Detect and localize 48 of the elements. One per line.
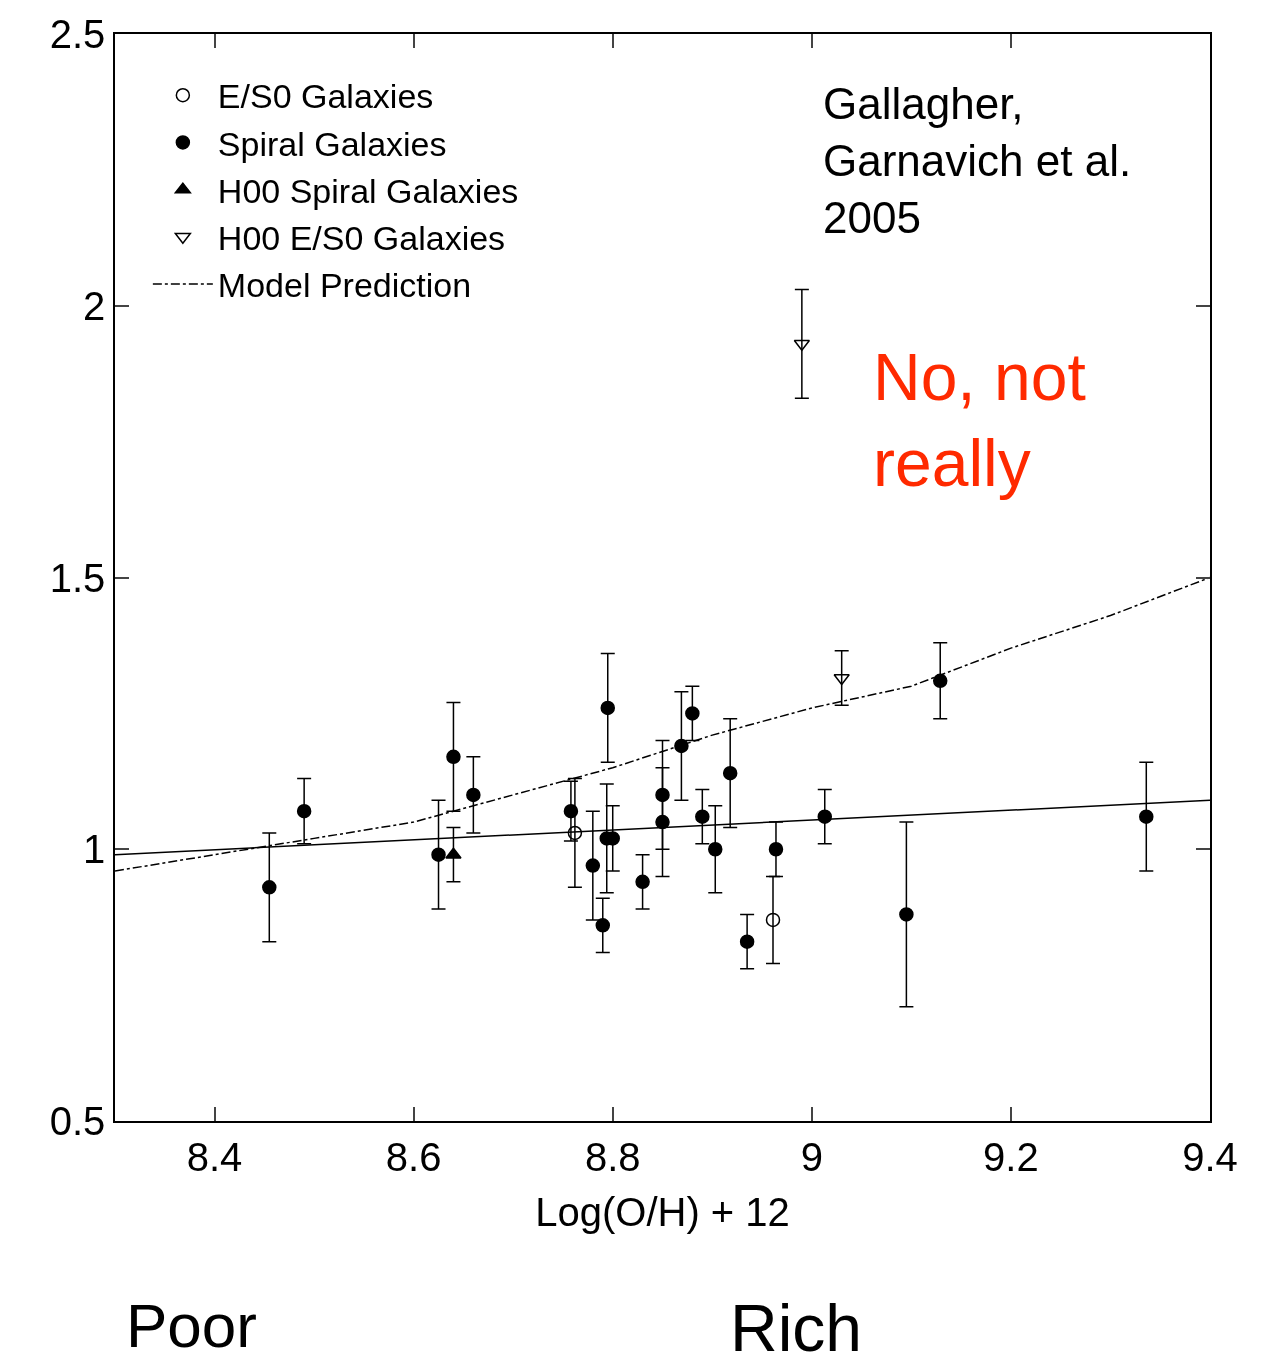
x-tick-label: 9 (800, 1134, 823, 1179)
point (833, 674, 850, 686)
point (768, 842, 784, 857)
y-tick-label: 2 (83, 283, 106, 328)
point (739, 934, 755, 949)
point (793, 339, 811, 352)
point (932, 673, 948, 689)
text: Poor (126, 1291, 257, 1360)
text: Rich (730, 1291, 863, 1365)
point (899, 907, 914, 922)
point (695, 809, 710, 824)
point (674, 738, 689, 754)
point (655, 787, 670, 803)
legend-label: Spiral Galaxies (217, 124, 447, 163)
point (446, 749, 461, 765)
point (567, 825, 583, 841)
point (585, 858, 601, 873)
point (600, 700, 615, 716)
point (708, 842, 723, 857)
y-tick-label: 1.5 (49, 555, 106, 600)
x-tick-label: 8.8 (584, 1134, 641, 1179)
point (296, 803, 312, 819)
x-tick-label: 8.4 (186, 1134, 243, 1179)
y-tick-label: 2.5 (49, 12, 106, 56)
x-axis-title: Log(O/H) + 12 (535, 1189, 790, 1234)
annotation: No, not really (873, 340, 1086, 500)
point (563, 803, 579, 819)
point (595, 918, 611, 933)
y-tick-label: 1 (83, 827, 106, 872)
x-tick-label: 9.4 (1182, 1134, 1238, 1179)
x-tick-label: 9.2 (983, 1134, 1039, 1179)
legend-label: H00 Spiral Galaxies (217, 171, 519, 210)
point (466, 787, 481, 803)
point (1139, 809, 1154, 824)
point (635, 874, 650, 890)
point (765, 912, 781, 928)
x-tick-label: 8.6 (385, 1134, 442, 1179)
point (655, 814, 670, 830)
annotation: Gallagher, Garnavich et al. 2005 (823, 79, 1132, 243)
point (722, 765, 738, 781)
point (685, 706, 700, 721)
legend-label: Model Prediction (217, 266, 472, 305)
point (262, 880, 277, 895)
point (431, 847, 446, 862)
point (445, 847, 462, 859)
legend-label: E/S0 Galaxies (217, 77, 434, 116)
y-tick-label: 0.5 (49, 1099, 106, 1143)
legend-label: H00 E/S0 Galaxies (217, 219, 506, 258)
